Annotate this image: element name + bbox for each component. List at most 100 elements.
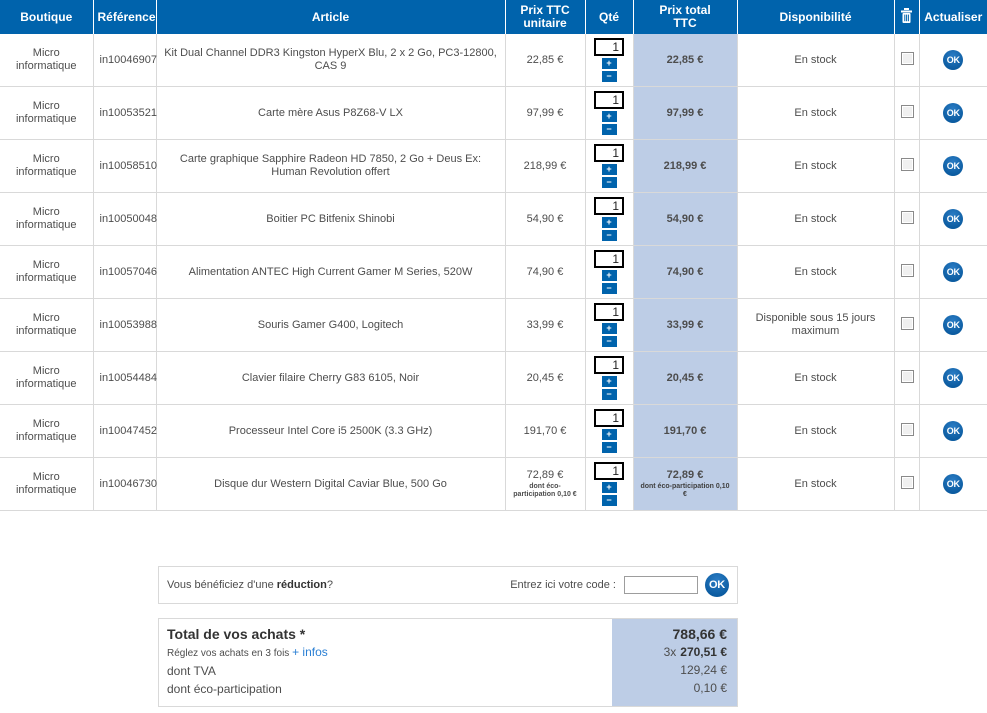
cell-qty: +− [585,404,634,458]
row-ok-button[interactable]: OK [943,421,964,441]
delete-row-checkbox[interactable] [900,263,914,277]
delete-row-checkbox[interactable] [900,475,914,489]
cell-total-price: 33,99 € [633,298,738,352]
cell-unit-price: 54,90 € [505,192,586,246]
quantity-increase-button[interactable]: + [601,270,617,281]
row-ok-button[interactable]: OK [943,209,964,229]
quantity-decrease-button[interactable]: − [601,495,617,506]
installment-row: Réglez vos achats en 3 fois + infos [167,644,612,662]
delete-row-checkbox[interactable] [900,104,914,118]
cell-unit-price: 33,99 € [505,298,586,352]
quantity-input[interactable] [594,91,624,109]
quantity-decrease-button[interactable]: − [601,177,617,188]
cell-boutique: Micro informatique [0,34,94,87]
cell-refresh-action: OK [919,139,987,193]
more-infos-link[interactable]: + infos [292,645,328,659]
cell-qty: +− [585,245,634,299]
cell-reference: in10054484 [93,351,157,405]
cell-article: Kit Dual Channel DDR3 Kingston HyperX Bl… [156,34,506,87]
cell-refresh-action: OK [919,457,987,511]
quantity-decrease-button[interactable]: − [601,389,617,400]
cell-total-price: 54,90 € [633,192,738,246]
eco-label: dont éco-participation [167,682,282,696]
cell-availability: En stock [737,34,895,87]
quantity-increase-button[interactable]: + [601,376,617,387]
delete-row-checkbox[interactable] [900,316,914,330]
cell-delete-checkbox [894,139,920,193]
quantity-input[interactable] [594,303,624,321]
delete-row-checkbox[interactable] [900,422,914,436]
quantity-input[interactable] [594,144,624,162]
row-ok-button[interactable]: OK [943,368,964,388]
boutique-line1: Micro [32,312,60,324]
eco-note-total: dont éco-participation 0,10 € [640,483,730,498]
quantity-input[interactable] [594,356,624,374]
discount-code-input[interactable] [624,576,698,594]
cell-qty: +− [585,139,634,193]
installment-value: 270,51 € [680,645,727,659]
quantity-increase-button[interactable]: + [601,111,617,122]
cell-availability: En stock [737,245,895,299]
quantity-increase-button[interactable]: + [601,323,617,334]
quantity-input[interactable] [594,250,624,268]
quantity-increase-button[interactable]: + [601,58,617,69]
cell-total-price: 97,99 € [633,86,738,140]
boutique-line2: informatique [15,484,77,496]
row-ok-button[interactable]: OK [943,262,964,282]
cell-availability: En stock [737,192,895,246]
totals-labels: Total de vos achats * Réglez vos achats … [159,619,612,706]
installment-multiplier: 3x [663,645,677,659]
delete-row-checkbox[interactable] [900,51,914,65]
row-ok-button[interactable]: OK [943,50,964,70]
header-availability: Disponibilité [737,0,895,34]
quantity-decrease-button[interactable]: − [601,71,617,82]
header-article: Article [156,0,506,34]
delete-row-checkbox[interactable] [900,369,914,383]
cell-refresh-action: OK [919,245,987,299]
quantity-decrease-button[interactable]: − [601,124,617,135]
boutique-line2: informatique [15,431,77,443]
table-row: Micro informatique in10054484 Clavier filai… [0,351,987,405]
quantity-decrease-button[interactable]: − [601,283,617,294]
header-unit-price-line2: unitaire [523,16,567,30]
apply-code-ok-button[interactable]: OK [705,573,729,597]
boutique-line1: Micro [32,471,60,483]
quantity-input[interactable] [594,409,624,427]
quantity-decrease-button[interactable]: − [601,442,617,453]
quantity-decrease-button[interactable]: − [601,336,617,347]
quantity-decrease-button[interactable]: − [601,230,617,241]
reduction-panel: Vous bénéficiez d'une réduction? Entrez … [158,566,738,604]
delete-row-checkbox[interactable] [900,210,914,224]
quantity-increase-button[interactable]: + [601,482,617,493]
row-ok-button[interactable]: OK [943,474,964,494]
cell-unit-price: 191,70 € [505,404,586,458]
row-ok-button[interactable]: OK [943,103,964,123]
boutique-line1: Micro [32,47,60,59]
delete-row-checkbox[interactable] [900,157,914,171]
quantity-input[interactable] [594,197,624,215]
cell-article: Processeur Intel Core i5 2500K (3.3 GHz) [156,404,506,458]
header-delete-all[interactable] [894,0,920,34]
quantity-increase-button[interactable]: + [601,164,617,175]
row-ok-button[interactable]: OK [943,315,964,335]
totals-title: Total de vos achats * [167,626,306,642]
cell-unit-price: 20,45 € [505,351,586,405]
code-label: Entrez ici votre code : [510,579,616,591]
cell-article: Disque dur Western Digital Caviar Blue, … [156,457,506,511]
boutique-line1: Micro [32,100,60,112]
cell-unit-price: 97,99 € [505,86,586,140]
eco-value: 0,10 € [693,681,727,695]
boutique-line1: Micro [32,365,60,377]
cell-boutique: Micro informatique [0,404,94,458]
cell-availability: En stock [737,404,895,458]
quantity-input[interactable] [594,38,624,56]
boutique-line1: Micro [32,153,60,165]
row-ok-button[interactable]: OK [943,156,964,176]
cell-delete-checkbox [894,298,920,352]
cell-reference: in10057046 [93,245,157,299]
header-refresh[interactable]: Actualiser [919,0,987,34]
quantity-increase-button[interactable]: + [601,217,617,228]
reduction-question-bold: réduction [276,579,327,591]
quantity-input[interactable] [594,462,624,480]
quantity-increase-button[interactable]: + [601,429,617,440]
